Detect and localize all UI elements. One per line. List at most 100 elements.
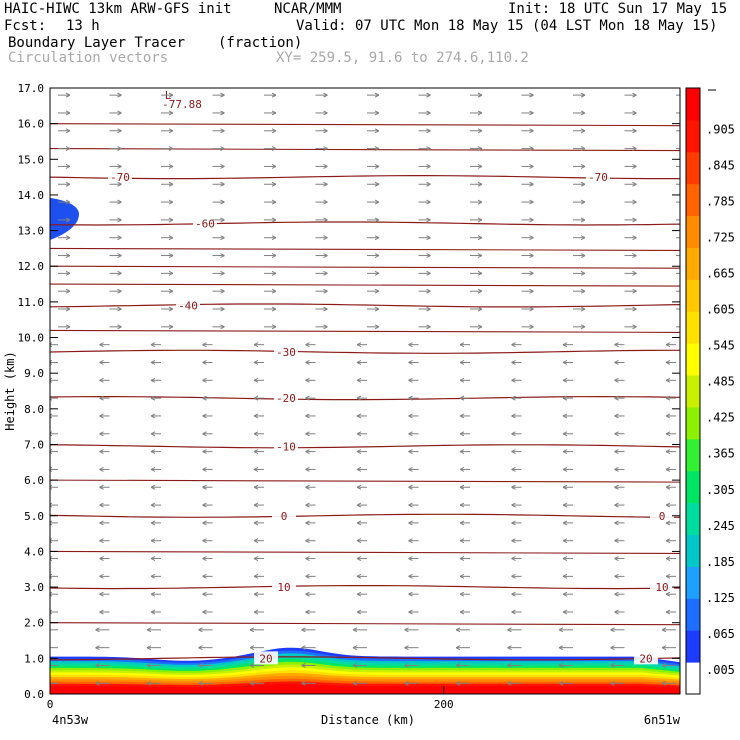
circulation-vector-head xyxy=(50,484,53,490)
circulation-vector-head xyxy=(99,538,104,544)
circulation-vector-head xyxy=(426,92,431,98)
circulation-vector-head xyxy=(202,395,207,401)
circulation-vector-head xyxy=(562,342,568,348)
colorbar-label: .725 xyxy=(706,230,735,244)
circulation-vector-head xyxy=(459,573,465,579)
circulation-vector-head xyxy=(374,217,380,223)
colorbar-label: .305 xyxy=(706,483,735,497)
y-tick-label: 5.0 xyxy=(24,510,44,523)
circulation-vectors xyxy=(44,92,680,686)
contour-label: 20 xyxy=(259,652,272,665)
colorbar-label: .245 xyxy=(706,519,735,533)
circulation-vector-head xyxy=(511,609,516,615)
y-tick-label: 17.0 xyxy=(18,82,45,95)
circulation-vector-head xyxy=(665,377,671,383)
circulation-vector-head xyxy=(65,217,71,223)
circulation-vector-head xyxy=(580,199,586,205)
circulation-vector-head xyxy=(408,520,413,526)
colorbar-swatch xyxy=(686,534,700,567)
circulation-vector-head xyxy=(50,573,53,579)
circulation-vector-head xyxy=(44,628,48,632)
y-tick-label: 13.0 xyxy=(18,225,45,238)
circulation-vector-head xyxy=(632,181,637,187)
circulation-vector-head xyxy=(426,217,431,223)
circulation-vector-head xyxy=(65,92,71,98)
circulation-vector-head xyxy=(408,395,413,401)
contour-line xyxy=(50,585,680,590)
circulation-vector-head xyxy=(356,484,362,490)
circulation-vector-head xyxy=(150,538,156,544)
circulation-vector-head xyxy=(529,181,534,187)
circulation-vector-head xyxy=(374,146,380,152)
colorbar-swatch xyxy=(686,215,700,248)
circulation-vector-head xyxy=(271,324,277,330)
circulation-vector-head xyxy=(168,146,174,152)
circulation-vector-head xyxy=(301,663,306,668)
circulation-vector-head xyxy=(459,395,465,401)
circulation-vector-head xyxy=(356,413,362,419)
circulation-vector-head xyxy=(356,395,362,401)
circulation-vector-head xyxy=(459,484,465,490)
colorbar-swatch xyxy=(686,279,700,312)
contour-line xyxy=(50,656,680,661)
circulation-vector-head xyxy=(562,520,568,526)
y-tick-label: 4.0 xyxy=(24,545,44,558)
circulation-vector-head xyxy=(580,288,586,294)
circulation-vector-head xyxy=(529,92,534,98)
circulation-vector-head xyxy=(99,484,104,490)
circulation-vector-head xyxy=(168,270,174,276)
circulation-vector-head xyxy=(632,253,637,258)
y-tick-label: 0.0 xyxy=(24,688,44,701)
circulation-vector-head xyxy=(408,431,413,437)
circulation-vector-head xyxy=(404,663,409,668)
field-units: (fraction) xyxy=(218,35,303,51)
circulation-vector-head xyxy=(408,413,413,419)
circulation-vector-head xyxy=(374,324,380,330)
circulation-vector-head xyxy=(356,502,362,508)
circulation-vector-head xyxy=(665,573,671,579)
colorbar-label: .845 xyxy=(706,158,735,172)
circulation-vector-head xyxy=(426,270,431,276)
circulation-vector-head xyxy=(529,324,534,330)
circulation-vector-head xyxy=(562,360,568,365)
circulation-vector-head xyxy=(529,146,534,152)
circulation-vector-head xyxy=(117,235,122,241)
contour-label: -20 xyxy=(276,392,296,405)
contour-line xyxy=(50,175,680,180)
circulation-vector-head xyxy=(562,431,568,437)
colorbar-swatch xyxy=(686,502,700,536)
circulation-vector-head xyxy=(459,377,465,383)
contour-label-bg xyxy=(650,508,674,522)
contour-label: -60 xyxy=(195,217,215,230)
circulation-vector-head xyxy=(665,609,671,615)
circulation-vector-head xyxy=(220,253,225,258)
fcst-value: 13 h xyxy=(66,18,100,34)
circulation-vector-head xyxy=(580,146,586,152)
contour-line xyxy=(50,247,680,251)
circulation-vector-head xyxy=(665,502,671,508)
contour-label-bg xyxy=(108,170,132,184)
colorbar-swatch xyxy=(686,151,700,185)
circulation-vector-head xyxy=(202,466,207,472)
circulation-vector-head xyxy=(356,449,362,455)
colorbar-label: .665 xyxy=(706,267,735,281)
circulation-vector-head xyxy=(95,680,100,686)
circulation-vector-head xyxy=(305,395,310,401)
circulation-vector-head xyxy=(271,110,277,116)
circulation-vector-head xyxy=(632,324,637,330)
circulation-vector-head xyxy=(408,466,413,472)
colorbar-label: .485 xyxy=(706,375,735,389)
circulation-vector-head xyxy=(150,591,156,597)
circulation-vector-head xyxy=(220,128,225,134)
colorbar-swatch xyxy=(686,88,700,121)
circulation-vector-head xyxy=(99,360,104,365)
circulation-vector-head xyxy=(50,466,53,472)
circulation-vector-head xyxy=(374,288,380,294)
circulation-vector-head xyxy=(426,181,431,187)
circulation-vector-head xyxy=(374,92,380,98)
circulation-vector-head xyxy=(65,163,71,169)
circulation-vector-head xyxy=(580,92,586,98)
circulation-vector-head xyxy=(253,342,259,348)
circulation-vector-head xyxy=(408,591,413,597)
circulation-vector-head xyxy=(511,413,516,419)
